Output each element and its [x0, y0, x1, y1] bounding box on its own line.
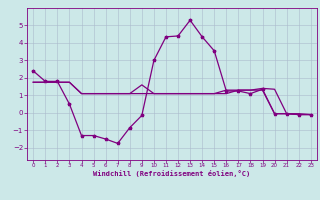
X-axis label: Windchill (Refroidissement éolien,°C): Windchill (Refroidissement éolien,°C) — [93, 170, 251, 177]
